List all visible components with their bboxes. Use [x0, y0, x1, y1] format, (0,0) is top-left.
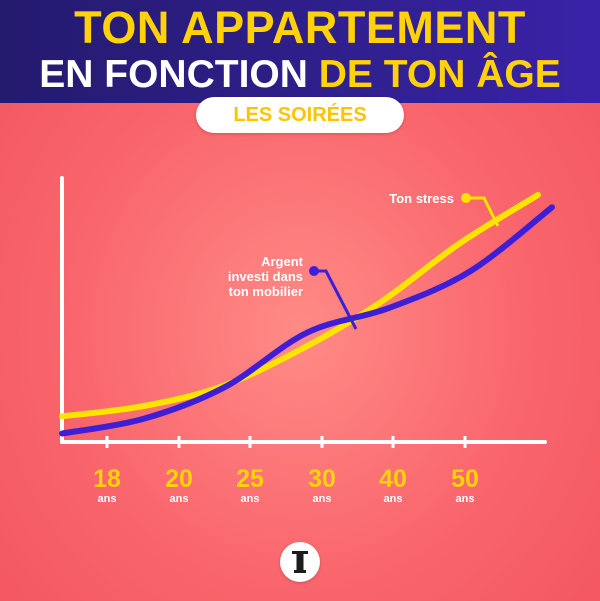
header-banner: TON APPARTEMENT EN FONCTION DE TON ÂGE [0, 0, 600, 103]
title-line-1: TON APPARTEMENT [74, 2, 526, 53]
x-tick-label: 20 [165, 465, 193, 493]
title-line-2-yellow: DE TON ÂGE [318, 53, 561, 96]
x-tick-label: 18 [93, 465, 121, 493]
series-label-stress: Ton stress [389, 191, 454, 206]
x-tick-label: 40 [379, 465, 407, 493]
series-label-mobilier-line: Argent [261, 254, 304, 269]
series-label-mobilier-line: investi dans [228, 269, 303, 284]
series-label-mobilier-line: ton mobilier [229, 284, 303, 299]
x-tick-label: 50 [451, 465, 479, 493]
leader-line-stress [466, 196, 500, 227]
x-tick-label: 25 [236, 465, 264, 493]
x-tick-unit: ans [241, 493, 260, 505]
x-tick-unit: ans [98, 493, 117, 505]
x-tick-unit: ans [456, 493, 475, 505]
subtitle-badge: LES SOIRÉES [196, 97, 404, 133]
series-line-0 [59, 191, 541, 420]
x-tick-unit: ans [384, 493, 403, 505]
title-line-2-white: EN FONCTION [39, 53, 319, 96]
leader-dot-mobilier [309, 266, 319, 276]
leader-dot-stress [461, 193, 471, 203]
title-line-2: EN FONCTION DE TON ÂGE [0, 52, 600, 98]
x-tick-label: 30 [308, 465, 336, 493]
x-tick-unit: ans [170, 493, 189, 505]
t-logo-icon [280, 542, 320, 582]
x-tick-unit: ans [313, 493, 332, 505]
series-line-1 [59, 204, 555, 437]
